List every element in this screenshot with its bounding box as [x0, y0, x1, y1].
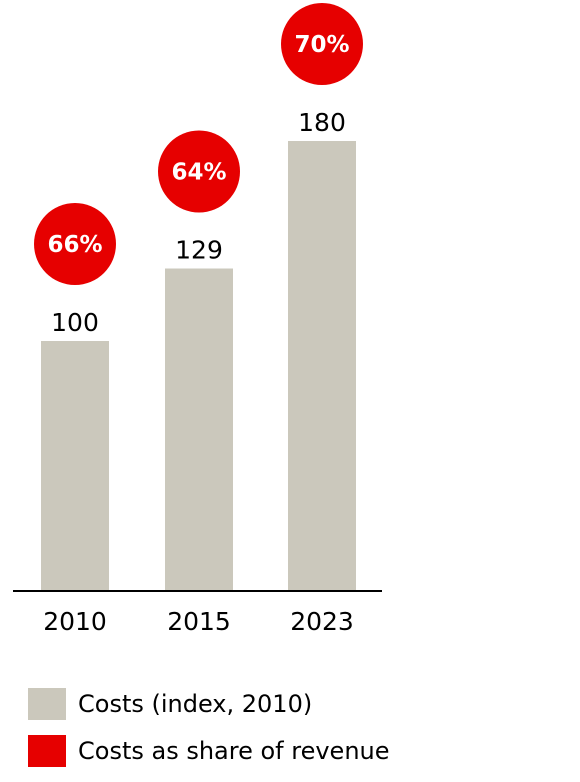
legend-label-costs-share: Costs as share of revenue — [78, 737, 390, 765]
bar-2015 — [165, 268, 233, 591]
share-label-2015: 64% — [171, 160, 226, 186]
legend-label-costs-index: Costs (index, 2010) — [78, 690, 313, 718]
x-tick-label-2015: 2015 — [167, 607, 231, 636]
legend-item-costs-index: Costs (index, 2010) — [28, 688, 390, 720]
share-marker-2023 — [281, 3, 363, 85]
bar-value-label-2010: 100 — [51, 308, 99, 337]
bar-2010 — [41, 341, 109, 591]
legend-swatch-costs-share — [28, 735, 66, 767]
share-label-2010: 66% — [47, 232, 102, 258]
bar-value-label-2023: 180 — [298, 108, 346, 137]
bars-layer — [41, 141, 356, 591]
share-label-2023: 70% — [294, 32, 349, 58]
share-marker-2015 — [158, 130, 240, 213]
legend-item-costs-share: Costs as share of revenue — [28, 735, 390, 767]
x-tick-label-2023: 2023 — [290, 607, 354, 636]
share-marker-2010 — [34, 203, 116, 285]
legend-swatch-costs-index — [28, 688, 66, 720]
bar-2023 — [288, 141, 356, 591]
labels-layer: 100 66% 2010 129 64% 2015 180 70% 2023 — [34, 3, 363, 636]
bar-value-label-2015: 129 — [175, 236, 223, 265]
legend: Costs (index, 2010) Costs as share of re… — [28, 688, 390, 782]
x-tick-label-2010: 2010 — [43, 607, 107, 636]
bar-chart-svg: 100 66% 2010 129 64% 2015 180 70% 2023 — [13, 3, 382, 636]
